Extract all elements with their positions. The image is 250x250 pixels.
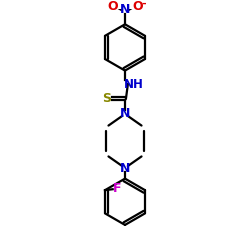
Text: S: S [102, 92, 111, 104]
Text: -: - [142, 0, 146, 9]
Text: N: N [120, 3, 130, 16]
Text: N: N [120, 108, 130, 120]
Text: F: F [113, 182, 122, 195]
Text: O: O [107, 0, 118, 14]
Text: O: O [132, 0, 143, 14]
Text: N: N [120, 162, 130, 174]
Text: NH: NH [124, 78, 144, 90]
